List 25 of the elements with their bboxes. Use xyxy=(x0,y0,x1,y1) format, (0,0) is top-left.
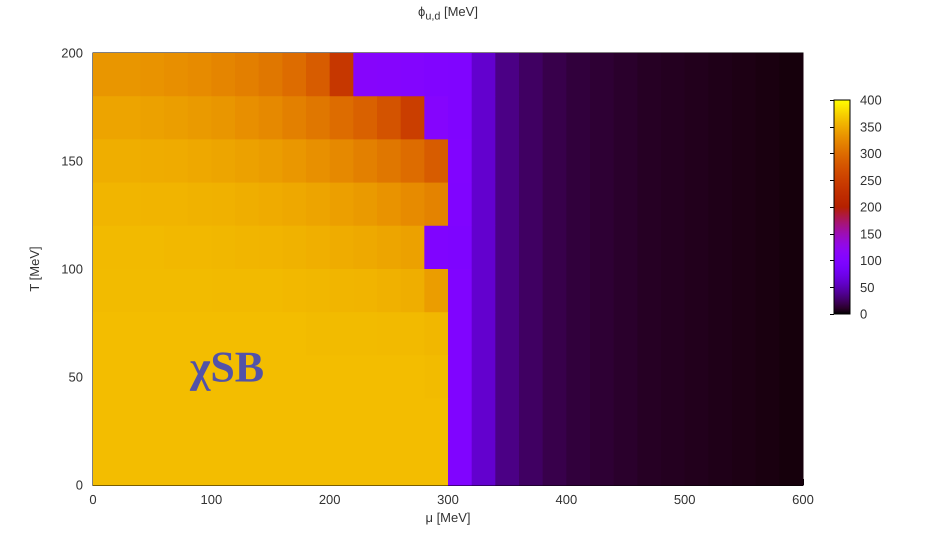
y-tick-label: 200 xyxy=(61,46,83,60)
y-tick-label: 100 xyxy=(61,262,83,276)
y-axis-title: T [MeV] xyxy=(27,246,42,292)
x-axis-title: μ [MeV] xyxy=(425,510,471,525)
color-bar-label: 100 xyxy=(860,253,882,268)
y-tick-label: 50 xyxy=(68,370,83,384)
chart-title: ϕ$_{u,d}$ [MeV] xyxy=(417,4,479,23)
y-tick-label: 0 xyxy=(76,478,83,492)
x-tick-label: 200 xyxy=(318,492,341,507)
x-tick-label: 100 xyxy=(200,492,222,507)
x-tick-label: 300 xyxy=(437,492,459,507)
x-tick-label: 500 xyxy=(674,492,696,507)
color-bar-label: 150 xyxy=(860,226,882,242)
annotation: χSB xyxy=(189,342,264,392)
x-tick-label: 400 xyxy=(555,492,578,507)
color-bar-label: 400 xyxy=(860,92,882,108)
x-tick-label: 0 xyxy=(89,492,97,507)
y-tick-label: 150 xyxy=(61,154,83,168)
color-bar-label: 50 xyxy=(860,280,874,295)
color-bar-label: 300 xyxy=(860,146,882,161)
color-bar-label: 250 xyxy=(860,172,882,188)
color-bar-label: 200 xyxy=(860,200,882,214)
x-tick-label: 600 xyxy=(792,492,814,507)
color-bar-label: 0 xyxy=(860,306,868,322)
color-bar-label: 350 xyxy=(860,119,882,134)
